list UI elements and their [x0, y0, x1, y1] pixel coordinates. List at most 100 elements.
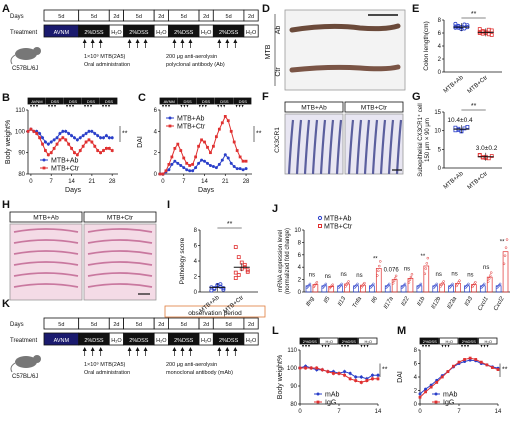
- mini-gavage-marker: [217, 105, 220, 108]
- mini-gavage-marker: [441, 345, 444, 348]
- mini-timeline-cell: [159, 97, 178, 105]
- data-point: [354, 379, 358, 382]
- days-cell: [243, 317, 259, 330]
- data-point: [110, 149, 114, 152]
- mini-gavage-marker: [467, 345, 469, 348]
- legend-label: mAb: [325, 392, 340, 399]
- panel-letter-e: E: [412, 3, 419, 15]
- data-point: [208, 163, 212, 167]
- mini-gavage-marker: [204, 105, 207, 108]
- mini-timeline-cell: [63, 97, 82, 105]
- treatment-cell-label: AVNM: [54, 338, 70, 344]
- mouse-strain-label: C57BL/6J: [12, 374, 38, 380]
- data-point: [101, 136, 105, 140]
- data-point: [236, 255, 241, 260]
- data-point: [41, 136, 45, 140]
- category-label: Il12b: [431, 295, 443, 310]
- data-point: [179, 163, 183, 167]
- bar-point: [340, 282, 343, 286]
- data-point: [238, 155, 242, 159]
- data-point: [78, 136, 82, 140]
- significance-label: ns: [404, 266, 410, 272]
- data-point: [197, 161, 201, 165]
- data-point: [44, 149, 47, 152]
- data-point: [477, 27, 482, 32]
- data-point: [229, 129, 233, 133]
- data-point: [188, 169, 192, 173]
- data-point: [67, 131, 71, 135]
- treatment-cell-label: H₂O: [156, 30, 167, 36]
- data-point: [337, 372, 341, 375]
- mini-gavage-marker: [428, 345, 430, 348]
- gavage-arrowhead: [225, 347, 230, 351]
- data-point: [188, 164, 192, 167]
- bar-point: [488, 274, 492, 277]
- legend-label: IgG: [325, 400, 336, 407]
- tissue-stain: [87, 283, 153, 288]
- mini-gavage-marker: [302, 345, 304, 348]
- mini-timeline-cell: [299, 337, 319, 345]
- y-axis-label-line2: 150 μm × 90 μm: [425, 118, 431, 162]
- data-point: [52, 147, 56, 150]
- data-point: [96, 134, 100, 138]
- bar-point: [331, 283, 334, 286]
- data-point: [233, 270, 238, 275]
- y-axis-label: Body weight%: [277, 355, 284, 399]
- treatment-cell-label: 2%DSS: [174, 338, 194, 344]
- bar: [328, 286, 335, 293]
- data-point: [194, 155, 198, 159]
- data-point: [58, 138, 62, 142]
- x-tick-label: 0: [161, 179, 165, 185]
- days-cell-label: 5d: [136, 14, 142, 20]
- gavage-arrowhead: [172, 347, 177, 351]
- data-point: [298, 366, 302, 370]
- data-point: [491, 366, 494, 369]
- days-cell-label: 2d: [203, 322, 209, 328]
- legend-label: MTB+Ctr: [51, 166, 80, 173]
- data-point: [343, 373, 346, 377]
- colon-image-ab: [289, 23, 401, 33]
- data-point: [359, 381, 363, 384]
- x-tick-label: 0: [418, 409, 422, 415]
- bar-point: [410, 273, 414, 276]
- data-point: [93, 144, 97, 148]
- panel-letter-f: F: [262, 91, 269, 103]
- mini-timeline-cell: [81, 97, 100, 105]
- data-point: [173, 147, 177, 150]
- data-point: [75, 138, 79, 142]
- x-tick-label: 14: [68, 179, 75, 185]
- mini-timeline-label: AVNM: [164, 99, 175, 104]
- data-point: [457, 360, 461, 364]
- gavage-arrowhead: [90, 39, 95, 43]
- bar-point: [498, 282, 502, 286]
- mouse-icon-head: [33, 355, 41, 363]
- data-point: [474, 358, 478, 361]
- panel-letter-i: I: [167, 199, 170, 211]
- significance-label: ns: [340, 272, 346, 278]
- panel-letter-b: B: [2, 92, 10, 104]
- y-tick-label: 6: [414, 362, 418, 368]
- data-point: [52, 138, 56, 142]
- column-header-label: MTB+Ctr: [107, 215, 134, 222]
- data-point: [489, 33, 494, 37]
- data-point: [489, 28, 494, 33]
- data-point: [241, 168, 245, 172]
- category-label: Il17a: [383, 295, 395, 310]
- bar-point: [403, 282, 407, 286]
- tissue-stain: [13, 261, 79, 266]
- y-tick-label: 6: [194, 244, 198, 250]
- bar-point: [356, 282, 359, 286]
- treatment-cell-label: H₂O: [201, 30, 212, 36]
- crypt-stain: [327, 119, 335, 175]
- data-point: [462, 22, 467, 27]
- data-point: [46, 153, 50, 157]
- category-label: MTB+Ab: [443, 171, 465, 191]
- bar-point: [379, 260, 382, 263]
- tissue-stain: [87, 250, 153, 255]
- x-tick-label: 14: [375, 409, 382, 415]
- days-cell-label: 2d: [113, 14, 119, 20]
- data-point: [242, 262, 247, 267]
- mini-gavage-marker: [308, 345, 310, 348]
- x-tick-label: 7: [457, 409, 461, 415]
- mini-timeline-label: DSS: [183, 99, 192, 104]
